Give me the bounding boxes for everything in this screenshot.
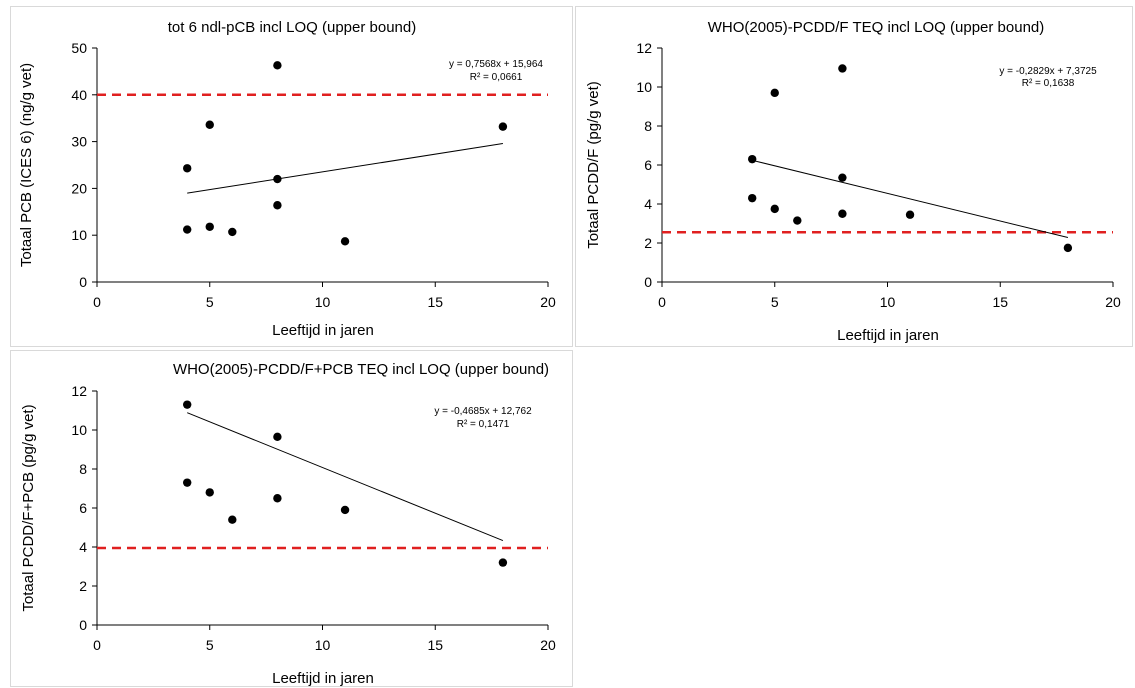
data-point xyxy=(205,222,214,231)
data-point xyxy=(838,209,847,218)
x-tick-label: 5 xyxy=(206,637,214,653)
y-tick-label: 50 xyxy=(71,40,87,56)
chart-title: WHO(2005)-PCDD/F TEQ incl LOQ (upper bou… xyxy=(708,19,1045,36)
x-tick-label: 20 xyxy=(540,637,556,653)
chart-svg: WHO(2005)-PCDD/F TEQ incl LOQ (upper bou… xyxy=(585,19,1121,344)
plot-area: 0 2 4 6 8 10 12 0 5 10 15 20 xyxy=(71,383,556,653)
x-axis-label: Leeftijd in jaren xyxy=(837,327,939,344)
chart-marks: 0 10 20 30 40 50 0 5 10 15 20 xyxy=(71,40,556,310)
data-point xyxy=(183,225,192,234)
y-tick-label: 4 xyxy=(79,539,87,555)
trendline xyxy=(187,412,504,542)
y-tick-label: 0 xyxy=(79,274,87,290)
trendline-equation: y = -0,2829x + 7,3725 xyxy=(999,66,1097,77)
trendline-equation: y = 0,7568x + 15,964 xyxy=(449,59,543,70)
chart-panel-pcddf-pcb: WHO(2005)-PCDD/F+PCB TEQ incl LOQ (upper… xyxy=(10,350,573,687)
y-tick-label: 2 xyxy=(79,578,87,594)
y-tick-label: 10 xyxy=(71,227,87,243)
y-tick-label: 8 xyxy=(644,118,652,134)
y-tick-label: 10 xyxy=(71,422,87,438)
data-point xyxy=(183,400,192,409)
data-point xyxy=(838,64,847,73)
x-axis-label: Leeftijd in jaren xyxy=(272,322,374,339)
y-tick-label: 12 xyxy=(71,383,87,399)
data-point xyxy=(838,173,847,182)
y-tick-label: 0 xyxy=(644,274,652,290)
x-tick-label: 0 xyxy=(658,294,666,310)
x-tick-label: 15 xyxy=(427,294,443,310)
y-tick-label: 20 xyxy=(71,180,87,196)
y-tick-label: 40 xyxy=(71,87,87,103)
y-tick-label: 6 xyxy=(79,500,87,516)
y-axis-label: Totaal PCB (ICES 6) (ng/g vet) xyxy=(18,63,35,267)
x-tick-label: 0 xyxy=(93,294,101,310)
plot-area: 0 2 4 6 8 10 12 0 5 10 15 20 xyxy=(636,40,1121,310)
x-tick-label: 15 xyxy=(427,637,443,653)
data-point xyxy=(273,174,282,184)
chart-marks: 0 2 4 6 8 10 12 0 5 10 15 20 xyxy=(71,383,556,653)
y-tick-label: 0 xyxy=(79,617,87,633)
trendline-r2: R² = 0,1638 xyxy=(1022,78,1075,89)
data-point xyxy=(905,210,915,219)
trendline xyxy=(752,159,1069,239)
y-tick-label: 4 xyxy=(644,196,652,212)
data-point xyxy=(273,201,282,210)
x-tick-label: 10 xyxy=(315,637,331,653)
data-point xyxy=(183,164,192,173)
chart-svg: WHO(2005)-PCDD/F+PCB TEQ incl LOQ (upper… xyxy=(20,361,556,687)
data-point xyxy=(770,204,779,214)
y-axis-label: Totaal PCDD/F+PCB (pg/g vet) xyxy=(20,404,37,611)
data-point xyxy=(340,505,350,515)
trendline-r2: R² = 0,0661 xyxy=(470,72,523,83)
x-tick-label: 5 xyxy=(206,294,214,310)
trendline xyxy=(187,143,503,194)
chart-panel-pcb: tot 6 ndl-pCB incl LOQ (upper bound) 0 10… xyxy=(10,6,573,347)
trendline-equation: y = -0,4685x + 12,762 xyxy=(434,406,532,417)
x-tick-label: 20 xyxy=(540,294,556,310)
chart-svg: tot 6 ndl-pCB incl LOQ (upper bound) 0 10… xyxy=(18,19,556,339)
chart-marks: 0 2 4 6 8 10 12 0 5 10 15 20 xyxy=(636,40,1121,310)
x-tick-label: 0 xyxy=(93,637,101,653)
chart-panel-pcddf: WHO(2005)-PCDD/F TEQ incl LOQ (upper bou… xyxy=(575,6,1133,347)
y-tick-label: 30 xyxy=(71,134,87,150)
trendline-r2: R² = 0,1471 xyxy=(457,419,510,430)
chart-title: WHO(2005)-PCDD/F+PCB TEQ incl LOQ (upper… xyxy=(173,361,549,378)
x-tick-label: 5 xyxy=(771,294,779,310)
y-tick-label: 12 xyxy=(636,40,652,56)
x-tick-label: 15 xyxy=(992,294,1008,310)
data-point xyxy=(273,494,282,503)
y-tick-label: 2 xyxy=(644,235,652,251)
data-point xyxy=(748,154,757,164)
chart-title: tot 6 ndl-pCB incl LOQ (upper bound) xyxy=(168,19,416,36)
y-tick-label: 6 xyxy=(644,157,652,173)
x-tick-label: 10 xyxy=(315,294,331,310)
data-point xyxy=(498,558,508,567)
x-tick-label: 20 xyxy=(1105,294,1121,310)
data-point xyxy=(1063,243,1073,253)
data-point xyxy=(183,478,192,487)
data-point xyxy=(340,237,350,246)
data-point xyxy=(228,515,237,524)
x-axis-label: Leeftijd in jaren xyxy=(272,670,374,687)
data-point xyxy=(770,88,779,98)
data-point xyxy=(748,193,757,203)
data-point xyxy=(205,120,214,129)
data-point xyxy=(273,432,282,442)
x-tick-label: 10 xyxy=(880,294,896,310)
y-axis-label: Totaal PCDD/F (pg/g vet) xyxy=(585,81,602,249)
data-point xyxy=(228,227,237,237)
data-point xyxy=(793,216,802,225)
data-point xyxy=(273,61,282,70)
data-point xyxy=(205,488,214,497)
data-point xyxy=(498,122,508,131)
y-tick-label: 10 xyxy=(636,79,652,95)
plot-area: 0 10 20 30 40 50 0 5 10 15 20 xyxy=(71,40,556,310)
y-tick-label: 8 xyxy=(79,461,87,477)
